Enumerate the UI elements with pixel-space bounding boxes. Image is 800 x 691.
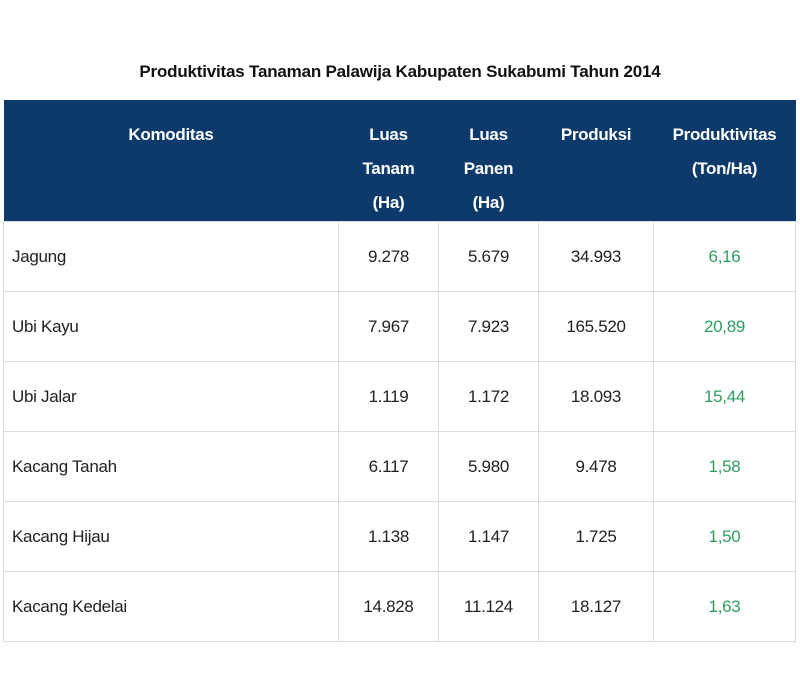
cell-produktivitas: 1,58 xyxy=(653,431,796,502)
header-label: Produktivitas xyxy=(672,125,777,144)
header-unit: (Ha) xyxy=(472,193,505,212)
header-label: Luas Tanam xyxy=(362,125,415,178)
cell-komoditas: Kacang Hijau xyxy=(3,501,339,572)
table-row: Jagung 9.278 5.679 34.993 6,16 xyxy=(3,221,796,292)
cell-produktivitas: 15,44 xyxy=(653,361,796,432)
header-luas-tanam: Luas Tanam (Ha) xyxy=(338,100,439,222)
header-komoditas: Komoditas xyxy=(3,100,339,222)
cell-luas-tanam: 1.119 xyxy=(338,361,439,432)
productivity-table: Komoditas Luas Tanam (Ha) Luas Panen (Ha… xyxy=(3,100,796,642)
cell-komoditas: Ubi Jalar xyxy=(3,361,339,432)
cell-komoditas: Ubi Kayu xyxy=(3,291,339,362)
table-row: Kacang Tanah 6.117 5.980 9.478 1,58 xyxy=(3,431,796,502)
cell-luas-tanam: 6.117 xyxy=(338,431,439,502)
cell-komoditas: Jagung xyxy=(3,221,339,292)
cell-luas-panen: 11.124 xyxy=(438,571,539,642)
header-label: Luas Panen xyxy=(463,125,514,178)
table-row: Kacang Hijau 1.138 1.147 1.725 1,50 xyxy=(3,501,796,572)
header-label: Produksi xyxy=(560,125,632,144)
cell-produksi: 18.093 xyxy=(538,361,654,432)
cell-produksi: 1.725 xyxy=(538,501,654,572)
header-luas-panen: Luas Panen (Ha) xyxy=(438,100,539,222)
cell-luas-panen: 5.980 xyxy=(438,431,539,502)
header-unit: (Ton/Ha) xyxy=(691,159,758,178)
cell-luas-panen: 1.172 xyxy=(438,361,539,432)
cell-produksi: 34.993 xyxy=(538,221,654,292)
cell-produktivitas: 6,16 xyxy=(653,221,796,292)
cell-luas-panen: 1.147 xyxy=(438,501,539,572)
table-row: Kacang Kedelai 14.828 11.124 18.127 1,63 xyxy=(3,571,796,642)
cell-komoditas: Kacang Kedelai xyxy=(3,571,339,642)
header-unit: (Ha) xyxy=(372,193,405,212)
cell-komoditas: Kacang Tanah xyxy=(3,431,339,502)
table-row: Ubi Kayu 7.967 7.923 165.520 20,89 xyxy=(3,291,796,362)
cell-produktivitas: 1,63 xyxy=(653,571,796,642)
header-produksi: Produksi xyxy=(538,100,654,222)
table-header-row: Komoditas Luas Tanam (Ha) Luas Panen (Ha… xyxy=(3,100,796,222)
cell-produksi: 9.478 xyxy=(538,431,654,502)
cell-luas-panen: 7.923 xyxy=(438,291,539,362)
cell-produktivitas: 20,89 xyxy=(653,291,796,362)
header-label: Komoditas xyxy=(128,125,214,144)
cell-produktivitas: 1,50 xyxy=(653,501,796,572)
page-title: Produktivitas Tanaman Palawija Kabupaten… xyxy=(139,62,661,81)
header-produktivitas: Produktivitas (Ton/Ha) xyxy=(653,100,796,222)
cell-produksi: 18.127 xyxy=(538,571,654,642)
cell-luas-tanam: 14.828 xyxy=(338,571,439,642)
cell-luas-panen: 5.679 xyxy=(438,221,539,292)
cell-luas-tanam: 7.967 xyxy=(338,291,439,362)
table-row: Ubi Jalar 1.119 1.172 18.093 15,44 xyxy=(3,361,796,432)
cell-luas-tanam: 1.138 xyxy=(338,501,439,572)
cell-produksi: 165.520 xyxy=(538,291,654,362)
cell-luas-tanam: 9.278 xyxy=(338,221,439,292)
